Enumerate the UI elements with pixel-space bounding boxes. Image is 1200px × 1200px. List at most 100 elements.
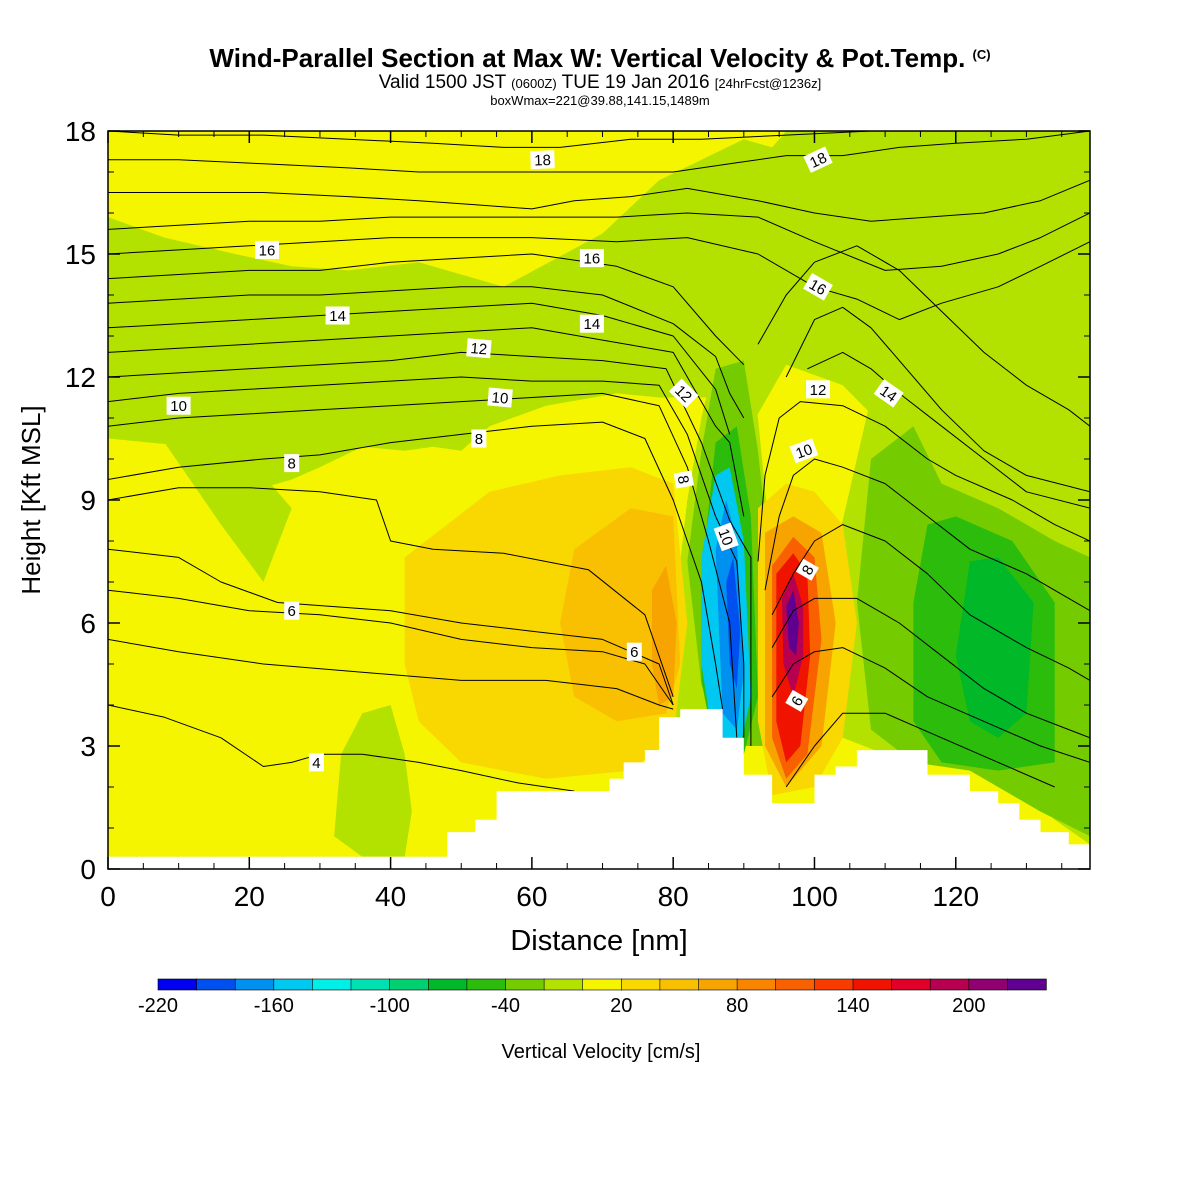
axes: 0 20 40 60 80 100 120 0 3 6 9 12 15 18 <box>65 116 1090 912</box>
contour-label-box <box>487 387 513 408</box>
theta-contour-10 <box>108 302 731 435</box>
theta-contour-13 <box>108 237 1090 321</box>
contour-label-text: 14 <box>329 308 346 325</box>
contour-label-5: 14 <box>325 306 350 325</box>
contour-label-text: 10 <box>793 441 814 463</box>
contour-label-text: 12 <box>810 382 827 399</box>
contour-label-text: 6 <box>288 603 296 620</box>
forecast-info: [24hrFcst@1236z] <box>714 76 822 91</box>
theta-contour-11 <box>108 286 745 419</box>
x-tick-label: 60 <box>516 881 547 912</box>
y-tick-label: 12 <box>65 362 96 393</box>
contour-label-box <box>530 150 555 170</box>
colorbar-tick-label: 20 <box>610 995 632 1017</box>
y-axis-label: Height [Kft MSL] <box>16 405 46 594</box>
theta-contour-8 <box>108 351 752 746</box>
contour-label-box <box>466 338 492 359</box>
colorbar-swatch <box>659 978 700 991</box>
contour-label-15: 8 <box>471 429 487 448</box>
colorbar-swatch <box>466 978 507 991</box>
x-tick-label: 20 <box>234 881 265 912</box>
contour-label-1: 18 <box>803 146 833 173</box>
contour-label-4: 16 <box>803 273 833 301</box>
contour-label-text: 8 <box>288 456 296 473</box>
x-tick-label: 120 <box>932 881 979 912</box>
contour-label-box <box>626 642 642 661</box>
theta-contour-14 <box>108 212 1090 271</box>
contour-label-text: 10 <box>714 526 736 547</box>
theta-contour-21 <box>771 597 1090 739</box>
theta-contour-5 <box>108 421 724 710</box>
colorbar-tick-label: 140 <box>836 995 869 1017</box>
contour-label-text: 16 <box>259 242 276 259</box>
contour-label-7: 14 <box>873 379 904 408</box>
x-tick-label: 0 <box>100 881 116 912</box>
contour-label-12: 10 <box>487 387 513 408</box>
contour-label-20: 6 <box>626 642 642 661</box>
theta-contour-16 <box>108 131 1090 173</box>
theta-contour-3 <box>108 548 674 706</box>
contour-label-14: 10 <box>789 438 819 464</box>
contour-label-2: 16 <box>255 240 279 259</box>
theta-contour-24 <box>757 245 1090 427</box>
colorbar-swatch <box>620 978 661 991</box>
theta-contour-23 <box>785 712 1055 788</box>
contour-label-box <box>166 396 191 415</box>
theta-contour-25 <box>785 306 1090 493</box>
colorbar-swatch <box>389 978 430 991</box>
x-tick-label: 80 <box>658 881 689 912</box>
colorbar-swatch <box>968 978 1009 991</box>
colorbar-swatch <box>350 978 391 991</box>
theta-contour-12 <box>108 253 745 366</box>
colorbar-swatch <box>234 978 275 991</box>
colorbar-swatch <box>505 978 545 991</box>
contour-label-3: 16 <box>579 249 604 268</box>
colorbar-tick-label: -160 <box>254 995 294 1017</box>
colorbar-label: Vertical Velocity [cm/s] <box>502 1041 701 1063</box>
velocity-region-1 <box>164 434 292 582</box>
colorbar-swatch <box>273 978 314 991</box>
x-tick-label: 100 <box>791 881 838 912</box>
contour-label-text: 14 <box>584 316 601 333</box>
theta-contour-22 <box>771 647 1090 763</box>
colorbar-swatch <box>543 978 584 991</box>
colorbar-swatch <box>736 978 777 991</box>
contour-label-box <box>795 558 819 581</box>
colorbar-swatch <box>1007 978 1047 991</box>
contour-label-text: 8 <box>674 474 692 485</box>
colorbar-swatch <box>196 978 236 991</box>
valid-utc: (0600Z) <box>511 76 557 91</box>
contour-label-box <box>785 689 809 712</box>
contour-label-18: 8 <box>795 558 819 581</box>
contour-label-text: 12 <box>470 340 488 358</box>
contour-label-21: 6 <box>785 689 809 712</box>
x-axis-label: Distance [nm] <box>510 925 687 957</box>
colorbar-tick-label: -40 <box>491 995 520 1017</box>
chart-header: Wind-Parallel Section at Max W: Vertical… <box>0 40 1200 108</box>
contour-label-box <box>284 601 300 620</box>
theta-contour-6 <box>108 392 738 738</box>
colorbar-tick-label: 200 <box>952 995 985 1017</box>
chart-title: Wind-Parallel Section at Max W: Vertical… <box>0 40 1200 73</box>
colorbar-swatch <box>891 978 931 991</box>
contour-label-box <box>789 438 819 464</box>
valid-date: TUE 19 Jan 2016 <box>561 72 710 93</box>
contour-label-6: 14 <box>579 314 604 333</box>
y-tick-label: 6 <box>80 608 96 639</box>
contour-label-box <box>579 249 604 268</box>
valid-prefix: Valid 1500 JST <box>378 72 506 93</box>
contour-label-box <box>668 378 699 409</box>
colorbar-tick-label: -100 <box>370 995 410 1017</box>
colorbar-tick-label: 80 <box>726 995 748 1017</box>
x-tick-label: 40 <box>375 881 406 912</box>
colorbar-swatch <box>929 978 970 991</box>
y-tick-label: 9 <box>80 485 96 516</box>
velocity-region-14 <box>560 508 681 722</box>
theta-contour-17 <box>108 131 872 148</box>
colorbar-swatch <box>775 978 816 991</box>
terrain <box>108 709 1090 869</box>
contour-label-17: 8 <box>673 470 694 489</box>
theta-contour-26 <box>807 351 1090 509</box>
y-tick-label: 18 <box>65 116 96 147</box>
